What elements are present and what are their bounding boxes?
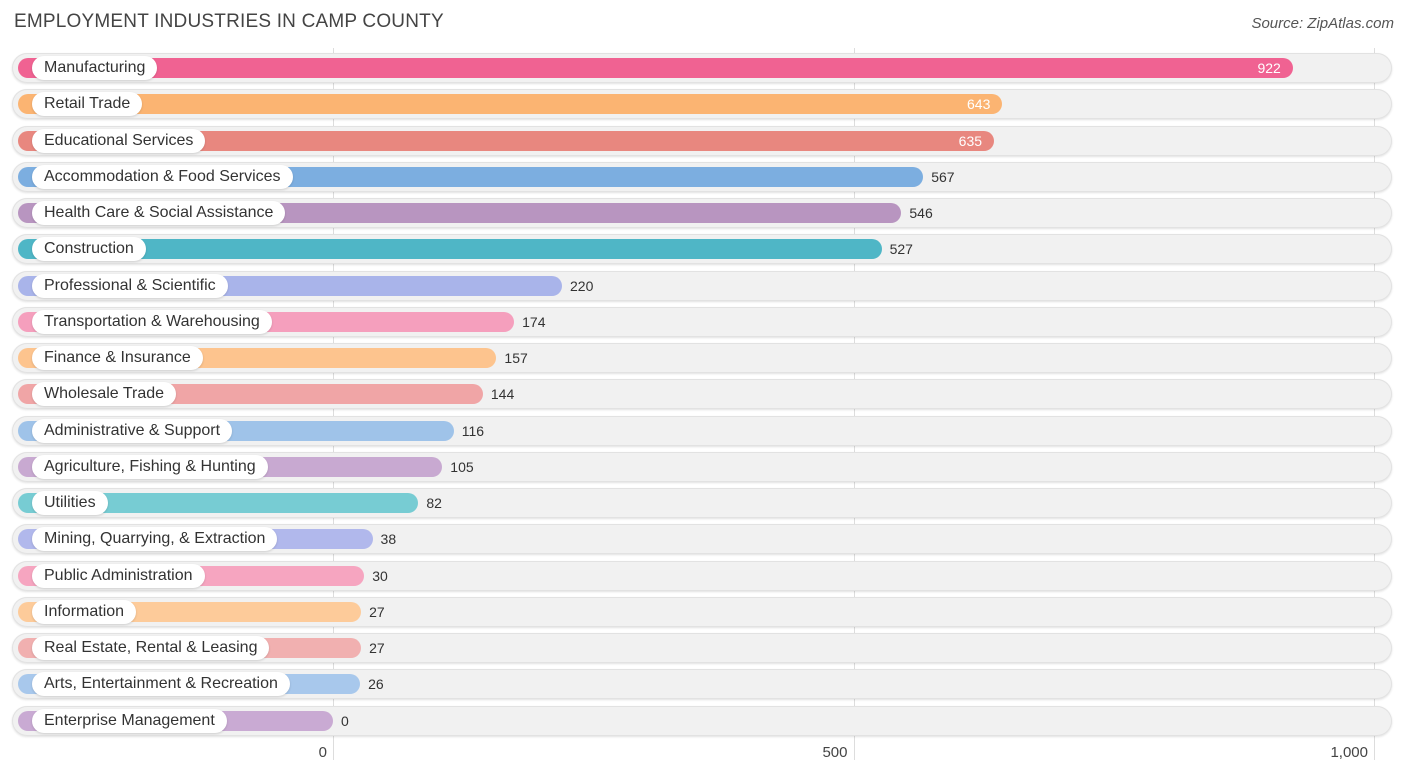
category-label: Information (32, 599, 137, 624)
category-label: Utilities (32, 491, 108, 515)
category-label: Enterprise Management (32, 708, 227, 733)
category-label: Administrative & Support (32, 418, 233, 443)
category-label: Manufacturing (32, 56, 158, 80)
value-label: 105 (450, 458, 474, 475)
value-label: 546 (909, 205, 933, 221)
value-label: 116 (461, 422, 485, 439)
category-label: Mining, Quarrying, & Extraction (32, 527, 278, 552)
value-label: 144 (490, 386, 515, 403)
value-label: 220 (570, 277, 594, 294)
category-label: Public Administration (32, 563, 205, 588)
value-label: 27 (369, 603, 385, 620)
category-label: Agriculture, Fishing & Hunting (32, 454, 268, 479)
bar (18, 130, 995, 151)
bar (18, 94, 1003, 115)
value-label: 157 (504, 350, 528, 366)
value-label: 174 (522, 313, 546, 330)
category-label: Wholesale Trade (32, 382, 177, 407)
value-label: 922 (1257, 60, 1281, 76)
category-label: Health Care & Social Assistance (32, 201, 286, 225)
bar (18, 58, 1293, 78)
value-label: 27 (369, 640, 385, 656)
value-label: 643 (967, 96, 991, 113)
x-tick-label: 1,000 (1330, 744, 1368, 761)
bar (18, 239, 882, 260)
value-label: 82 (426, 495, 442, 511)
category-label: Professional & Scientific (32, 273, 228, 298)
category-label: Transportation & Warehousing (32, 309, 272, 334)
bar (18, 493, 419, 513)
value-label: 30 (372, 567, 388, 584)
value-label: 527 (889, 241, 913, 258)
category-label: Retail Trade (32, 92, 143, 117)
x-tick-label: 0 (318, 744, 327, 761)
chart-source: Source: ZipAtlas.com (1251, 15, 1394, 32)
x-tick-label: 500 (822, 744, 848, 761)
chart-title: EMPLOYMENT INDUSTRIES IN CAMP COUNTY (14, 11, 444, 32)
category-label: Accommodation & Food Services (32, 164, 293, 189)
category-label: Educational Services (32, 128, 206, 153)
value-label: 635 (958, 132, 983, 149)
category-label: Finance & Insurance (32, 346, 203, 370)
value-label: 38 (380, 531, 397, 548)
value-label: 0 (341, 712, 349, 729)
category-label: Construction (32, 237, 146, 262)
value-label: 567 (931, 168, 955, 185)
category-label: Arts, Entertainment & Recreation (32, 672, 290, 697)
category-label: Real Estate, Rental & Leasing (32, 636, 270, 660)
value-label: 26 (368, 676, 384, 693)
